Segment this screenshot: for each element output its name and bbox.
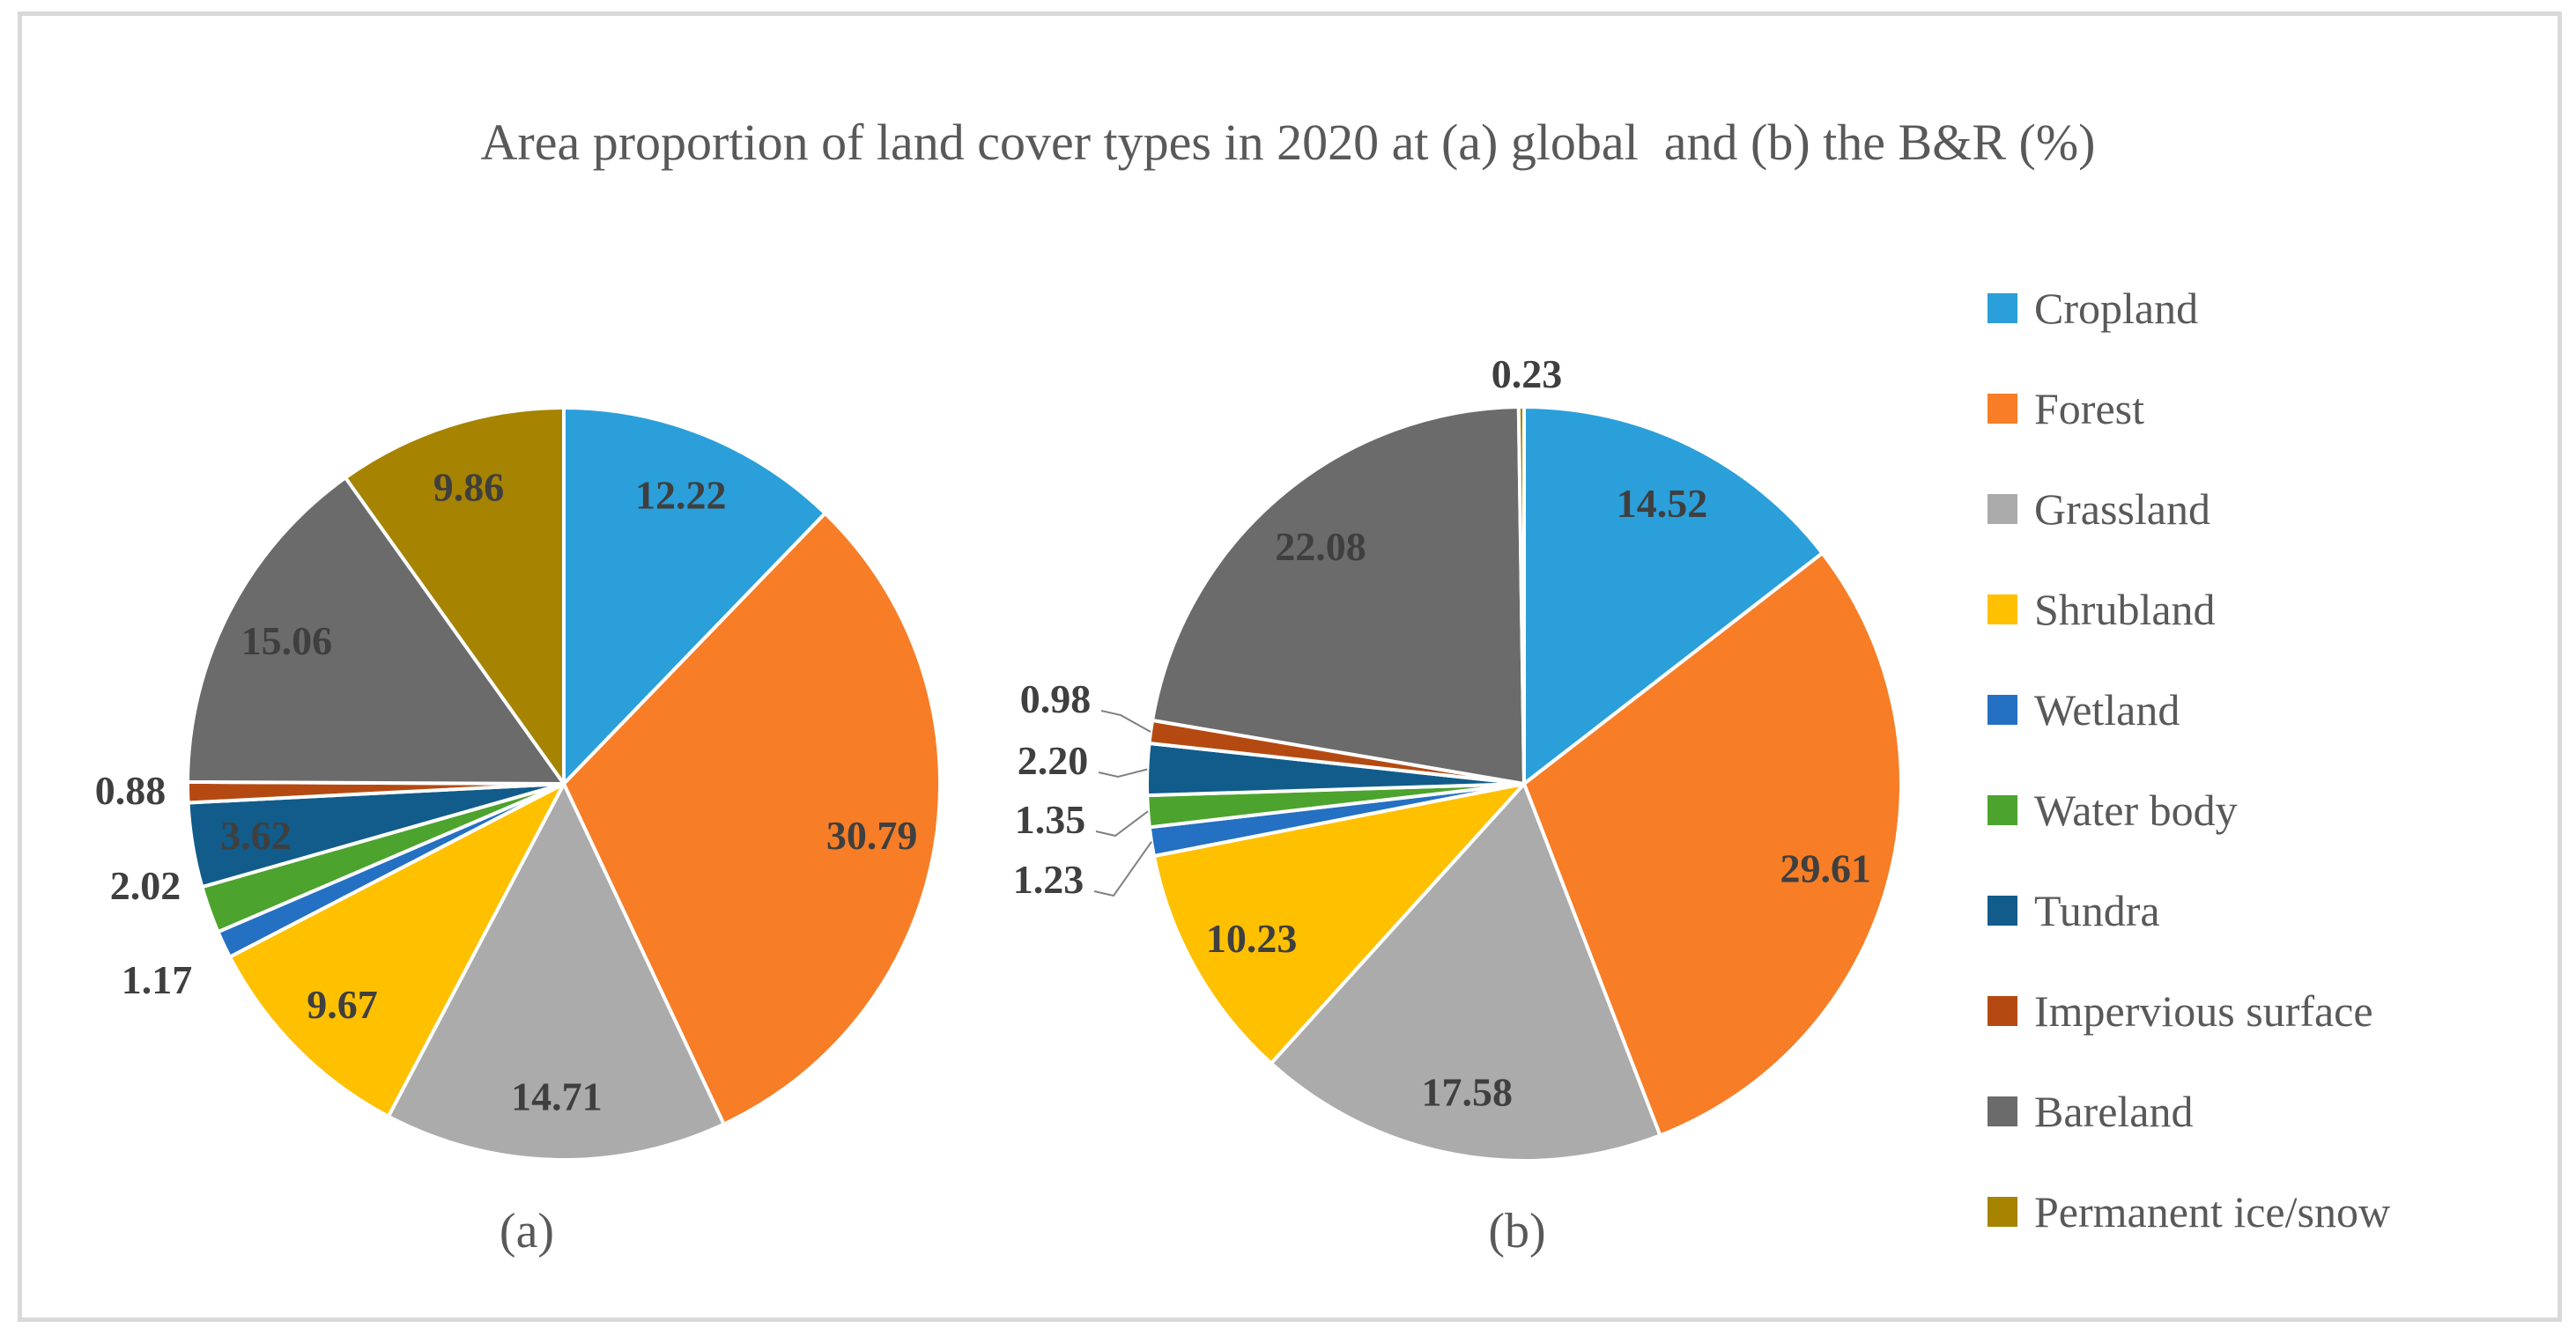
legend-label: Tundra bbox=[2034, 886, 2160, 935]
pie-b-slice-forest bbox=[1522, 551, 1903, 1138]
legend-item-shrubland: Shrubland bbox=[1988, 559, 2390, 660]
pie-a-value-grassland: 14.71 bbox=[511, 1074, 603, 1118]
legend-label: Forest bbox=[2034, 384, 2144, 433]
legend-item-cropland: Cropland bbox=[1988, 258, 2390, 358]
legend-swatch-wetland bbox=[1988, 695, 2017, 725]
pie-a-value-impervious-surface: 0.88 bbox=[95, 768, 167, 813]
legend-swatch-tundra bbox=[1988, 896, 2017, 926]
pie-a-value-cropland: 12.22 bbox=[635, 472, 727, 517]
pie-a-value-wetland: 1.17 bbox=[122, 957, 193, 1002]
legend-swatch-shrubland bbox=[1988, 594, 2017, 624]
pie-a-slice-shrubland bbox=[227, 782, 566, 1118]
pie-b-value-shrubland: 10.23 bbox=[1206, 916, 1298, 961]
pie-b-leader-impervious-surface bbox=[1100, 710, 1151, 733]
legend-swatch-bareland bbox=[1988, 1096, 2017, 1126]
pie-a-value-shrubland: 9.67 bbox=[307, 982, 378, 1027]
pie-a-value-forest: 30.79 bbox=[826, 813, 918, 858]
legend-label: Water body bbox=[2034, 786, 2238, 835]
legend-swatch-forest bbox=[1988, 394, 2017, 424]
legend-label: Wetland bbox=[2034, 685, 2180, 734]
legend-swatch-impervious-surface bbox=[1988, 996, 2017, 1026]
legend-item-tundra: Tundra bbox=[1988, 860, 2390, 961]
legend-item-impervious-surface: Impervious surface bbox=[1988, 961, 2390, 1061]
pie-a-value-permanent-ice-snow: 9.86 bbox=[433, 465, 505, 510]
pie-a-slice-bareland bbox=[186, 476, 566, 786]
pie-b-leader-tundra bbox=[1098, 768, 1148, 779]
caption-a: (a) bbox=[499, 1204, 555, 1258]
legend-swatch-permanent-ice-snow bbox=[1988, 1197, 2017, 1227]
pie-b-value-forest: 29.61 bbox=[1780, 845, 1871, 890]
pie-a-value-bareland: 15.06 bbox=[241, 618, 333, 663]
pie-b-leader-wetland bbox=[1093, 841, 1152, 897]
legend-label: Grassland bbox=[2034, 484, 2210, 534]
pie-b-value-permanent-ice-snow: 0.23 bbox=[1492, 351, 1563, 396]
figure-title: Area proportion of land cover types in 2… bbox=[480, 114, 2096, 171]
legend-item-permanent-ice-snow: Permanent ice/snow bbox=[1988, 1162, 2390, 1262]
pie-b-slice-cropland bbox=[1522, 405, 1825, 786]
pie-b-slice-grassland bbox=[1269, 782, 1662, 1163]
legend-label: Shrubland bbox=[2034, 585, 2216, 634]
legend-item-wetland: Wetland bbox=[1988, 660, 2390, 760]
pie-b-slice-bareland bbox=[1151, 405, 1526, 786]
legend-item-forest: Forest bbox=[1988, 358, 2390, 459]
pie-b-value-impervious-surface: 0.98 bbox=[1020, 676, 1092, 721]
figure-border bbox=[18, 11, 2562, 1322]
pie-a-slice-forest bbox=[562, 511, 943, 1126]
pie-b-value-bareland: 22.08 bbox=[1275, 524, 1366, 569]
pie-b-slice-permanent-ice-snow bbox=[1516, 404, 1526, 786]
legend: Cropland Forest Grassland Shrubland Wetland W… bbox=[1988, 258, 2390, 1262]
pie-a-value-tundra: 3.62 bbox=[220, 813, 292, 858]
pie-a-slice-permanent-ice-snow bbox=[344, 406, 566, 786]
caption-b: (b) bbox=[1488, 1204, 1546, 1258]
pie-b-leader-water-body bbox=[1095, 810, 1149, 838]
pie-b-slice-shrubland bbox=[1151, 782, 1526, 1066]
legend-swatch-water-body bbox=[1988, 795, 2017, 825]
pie-b-value-water-body: 1.35 bbox=[1015, 797, 1086, 842]
pie-b-value-wetland: 1.23 bbox=[1013, 857, 1084, 902]
pie-a-slice-grassland bbox=[386, 782, 726, 1163]
legend-label: Bareland bbox=[2034, 1087, 2194, 1136]
legend-item-water-body: Water body bbox=[1988, 760, 2390, 860]
pie-b-value-tundra: 2.20 bbox=[1018, 738, 1089, 783]
legend-swatch-cropland bbox=[1988, 293, 2017, 323]
pie-a-slice-cropland bbox=[562, 406, 827, 786]
legend-swatch-grassland bbox=[1988, 494, 2017, 524]
pie-a-value-water-body: 2.02 bbox=[110, 863, 181, 908]
legend-item-grassland: Grassland bbox=[1988, 459, 2390, 559]
legend-label: Permanent ice/snow bbox=[2034, 1187, 2391, 1236]
legend-label: Impervious surface bbox=[2034, 986, 2373, 1036]
legend-label: Cropland bbox=[2034, 284, 2199, 333]
pie-b-value-grassland: 17.58 bbox=[1422, 1069, 1514, 1114]
pie-b-value-cropland: 14.52 bbox=[1617, 481, 1708, 526]
legend-item-bareland: Bareland bbox=[1988, 1061, 2390, 1162]
